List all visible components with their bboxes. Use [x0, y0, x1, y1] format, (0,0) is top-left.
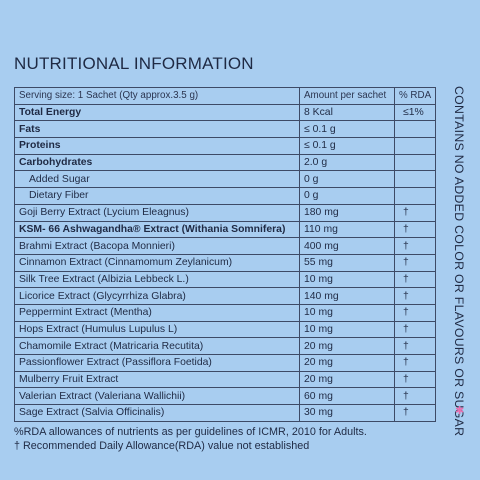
nutrient-name: Added Sugar — [14, 170, 300, 189]
nutrient-amount: 140 mg — [299, 287, 395, 305]
table-row: Carbohydrates 2.0 g — [14, 153, 436, 172]
table-row: Dietary Fiber 0 g — [14, 187, 436, 205]
nutrient-amount: 0 g — [299, 187, 395, 205]
nutrition-table: Serving size: 1 Sachet (Qty approx.3.5 g… — [14, 87, 436, 422]
nutrient-rda: † — [394, 337, 436, 355]
no-added-color-claim: CONTAINS NO ADDED COLOR OR FLAVOURS OR S… — [452, 86, 466, 437]
footnote-rda: %RDA allowances of nutrients as per guid… — [14, 426, 367, 438]
nutrient-name: Passionflower Extract (Passiflora Foetid… — [14, 354, 300, 372]
nutrient-rda: † — [394, 237, 436, 255]
table-row: Sage Extract (Salvia Officinalis) 30 mg † — [14, 404, 436, 422]
table-row: Added Sugar 0 g — [14, 170, 436, 189]
table-row: Passionflower Extract (Passiflora Foetid… — [14, 354, 436, 372]
table-row: Licorice Extract (Glycyrrhiza Glabra) 140… — [14, 287, 436, 305]
table-row: Goji Berry Extract (Lycium Eleagnus) 180 … — [14, 203, 436, 222]
sparkle-icon: ✱ — [455, 405, 465, 417]
nutrient-name: Cinnamon Extract (Cinnamomum Zeylanicum) — [14, 253, 300, 272]
nutrient-name: KSM- 66 Ashwagandha® Extract (Withania S… — [14, 220, 300, 239]
nutrient-rda — [394, 120, 436, 139]
amount-header: Amount per sachet — [299, 87, 395, 105]
rda-header: % RDA — [394, 87, 436, 105]
serving-size-label: Serving size: 1 Sachet (Qty approx.3.5 g… — [14, 87, 300, 105]
nutrient-rda — [394, 153, 436, 172]
nutrient-name: Chamomile Extract (Matricaria Recutita) — [14, 337, 300, 355]
table-row: Silk Tree Extract (Albizia Lebbeck L.) 10… — [14, 270, 436, 289]
nutrient-rda: † — [394, 270, 436, 289]
table-row: Valerian Extract (Valeriana Wallichii) 60… — [14, 387, 436, 406]
nutrient-amount: 2.0 g — [299, 153, 395, 172]
nutrient-amount: ≤ 0.1 g — [299, 137, 395, 155]
nutrient-name: Proteins — [14, 137, 300, 155]
nutrient-rda — [394, 187, 436, 205]
nutrient-rda: † — [394, 404, 436, 422]
nutrient-amount: 20 mg — [299, 337, 395, 355]
nutrient-name: Fats — [14, 120, 300, 139]
nutrient-amount: 20 mg — [299, 354, 395, 372]
nutrient-name: Carbohydrates — [14, 153, 300, 172]
nutrient-name: Valerian Extract (Valeriana Wallichii) — [14, 387, 300, 406]
table-row: Fats ≤ 0.1 g — [14, 120, 436, 139]
nutrient-name: Sage Extract (Salvia Officinalis) — [14, 404, 300, 422]
nutrient-amount: 400 mg — [299, 237, 395, 255]
nutrient-amount: 180 mg — [299, 203, 395, 222]
nutrient-amount: 30 mg — [299, 404, 395, 422]
nutrient-rda: † — [394, 203, 436, 222]
nutrient-rda: † — [394, 303, 436, 322]
table-row: Total Energy 8 Kcal ≤1% — [14, 103, 436, 122]
nutrient-name: Goji Berry Extract (Lycium Eleagnus) — [14, 203, 300, 222]
nutrient-name: Dietary Fiber — [14, 187, 300, 205]
nutrient-rda: † — [394, 370, 436, 389]
nutrient-name: Licorice Extract (Glycyrrhiza Glabra) — [14, 287, 300, 305]
nutrient-name: Mulberry Fruit Extract — [14, 370, 300, 389]
nutrient-name: Hops Extract (Humulus Lupulus L) — [14, 320, 300, 339]
table-row: Peppermint Extract (Mentha) 10 mg † — [14, 303, 436, 322]
nutrient-amount: 60 mg — [299, 387, 395, 406]
nutrient-amount: 10 mg — [299, 320, 395, 339]
footnote-dagger: † Recommended Daily Allowance(RDA) value… — [14, 440, 310, 452]
nutrient-amount: 55 mg — [299, 253, 395, 272]
table-row: Hops Extract (Humulus Lupulus L) 10 mg † — [14, 320, 436, 339]
nutrient-amount: 10 mg — [299, 303, 395, 322]
table-row: KSM- 66 Ashwagandha® Extract (Withania S… — [14, 220, 436, 239]
nutrient-amount: 110 mg — [299, 220, 395, 239]
table-row: Cinnamon Extract (Cinnamomum Zeylanicum)… — [14, 253, 436, 272]
table-row: Proteins ≤ 0.1 g — [14, 137, 436, 155]
nutrient-name: Peppermint Extract (Mentha) — [14, 303, 300, 322]
nutrient-rda — [394, 170, 436, 189]
table-row: Chamomile Extract (Matricaria Recutita) 2… — [14, 337, 436, 355]
nutrient-rda: † — [394, 387, 436, 406]
nutrient-amount: 10 mg — [299, 270, 395, 289]
nutrient-amount: 8 Kcal — [299, 103, 395, 122]
nutrient-amount: 0 g — [299, 170, 395, 189]
nutrient-rda — [394, 137, 436, 155]
nutrient-name: Silk Tree Extract (Albizia Lebbeck L.) — [14, 270, 300, 289]
nutrient-rda: † — [394, 220, 436, 239]
nutrient-name: Brahmi Extract (Bacopa Monnieri) — [14, 237, 300, 255]
nutrient-amount: 20 mg — [299, 370, 395, 389]
table-row: Brahmi Extract (Bacopa Monnieri) 400 mg † — [14, 237, 436, 255]
nutrient-rda: † — [394, 253, 436, 272]
nutrient-name: Total Energy — [14, 103, 300, 122]
nutrient-rda: † — [394, 320, 436, 339]
page-title: NUTRITIONAL INFORMATION — [14, 54, 254, 73]
nutrient-rda: † — [394, 287, 436, 305]
table-row: Mulberry Fruit Extract 20 mg † — [14, 370, 436, 389]
table-header-row: Serving size: 1 Sachet (Qty approx.3.5 g… — [14, 87, 436, 105]
nutrient-rda: ≤1% — [394, 103, 436, 122]
nutrient-amount: ≤ 0.1 g — [299, 120, 395, 139]
nutrient-rda: † — [394, 354, 436, 372]
